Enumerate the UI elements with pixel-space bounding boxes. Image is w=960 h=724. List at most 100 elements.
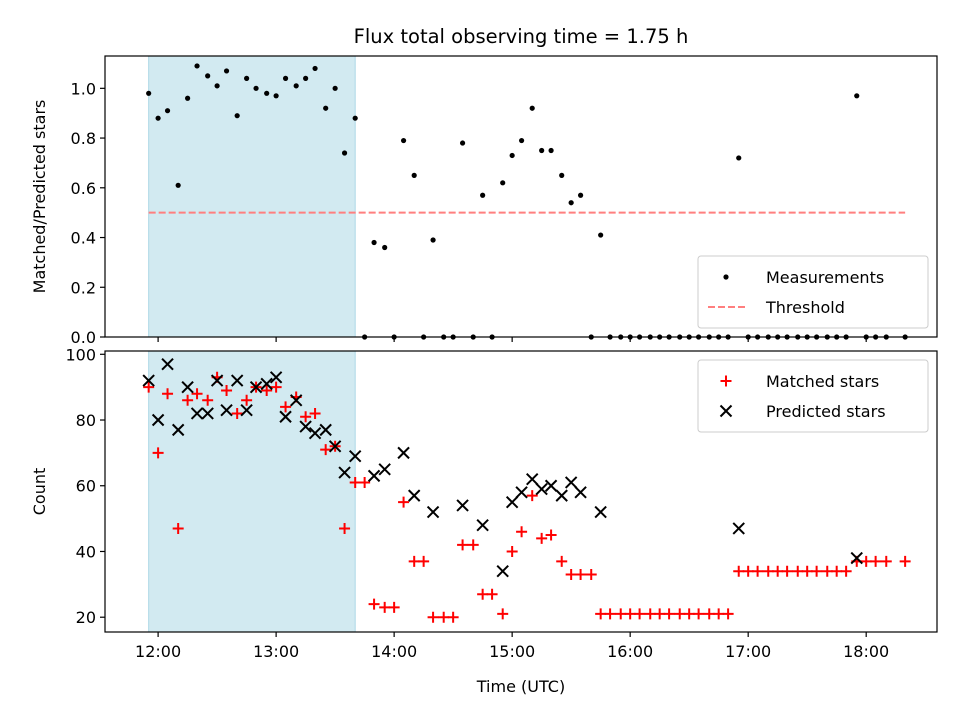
matched-star-point <box>261 384 273 396</box>
legend-predicted-marker <box>719 404 733 418</box>
legend-box <box>697 359 929 433</box>
predicted-star-point <box>574 486 587 499</box>
chart-title: Flux total observing time = 1.75 h <box>354 25 689 48</box>
predicted-star-point <box>397 446 410 460</box>
matched-star-point <box>320 444 332 456</box>
matched-star-point <box>467 539 479 551</box>
predicted-star-point <box>594 505 607 519</box>
matched-star-point <box>644 608 656 620</box>
matched-star-point <box>477 588 489 600</box>
matched-star-point <box>231 407 243 419</box>
matched-star-point <box>742 565 754 577</box>
y-tick-label: 20 <box>76 608 96 627</box>
matched-star-point <box>703 608 715 620</box>
predicted-star-point <box>308 426 322 440</box>
matched-star-point <box>831 565 843 577</box>
matched-star-point <box>663 608 675 620</box>
measurement-point <box>273 93 279 99</box>
matched-star-point <box>722 608 734 620</box>
matched-star-point <box>811 565 823 577</box>
predicted-star-point <box>328 440 342 453</box>
measurement-point <box>264 90 270 96</box>
matched-star-point <box>693 608 705 620</box>
matched-star-point <box>221 384 233 396</box>
measurement-point <box>371 239 377 246</box>
measurement-point <box>323 105 329 111</box>
matched-star-point <box>575 568 587 580</box>
legend-matched-marker <box>720 375 732 387</box>
matched-star-point <box>713 608 725 620</box>
predicted-star-point <box>367 469 381 483</box>
measurement-point <box>598 232 604 238</box>
legend: Matched stars Predicted stars <box>697 359 929 433</box>
matched-star-point <box>427 611 439 623</box>
measurement-point <box>411 172 417 178</box>
predicted-star-point <box>515 486 528 499</box>
matched-star-point <box>398 496 410 508</box>
matched-star-point <box>595 608 607 620</box>
matched-star-point <box>585 568 597 580</box>
predicted-star-point <box>378 463 391 476</box>
y-tick-label: 1.0 <box>71 79 96 98</box>
predicted-star-point <box>564 476 578 489</box>
x-tick-label: 13:00 <box>253 642 299 661</box>
matched-star-point <box>506 545 518 557</box>
x-tick-label: 16:00 <box>607 642 653 661</box>
predicted-star-point <box>269 371 283 384</box>
matched-star-point <box>762 565 774 577</box>
matched-star-point <box>860 555 872 567</box>
matched-star-point <box>418 555 430 567</box>
matched-star-point <box>339 522 351 534</box>
predicted-star-point <box>161 357 174 371</box>
x-tick-label: 18:00 <box>843 642 889 661</box>
measurement-point <box>548 147 554 154</box>
matched-star-point <box>781 565 793 577</box>
x-tick-label: 17:00 <box>725 642 771 661</box>
measurement-point <box>854 93 860 99</box>
measurement-point <box>223 68 230 74</box>
y-tick-label: 80 <box>76 411 96 430</box>
predicted-star-point <box>456 499 469 512</box>
matched-star-point <box>349 476 361 488</box>
measurement-point <box>214 83 220 89</box>
predicted-star-point <box>190 407 204 420</box>
measurement-point <box>518 137 525 144</box>
measurement-point <box>559 172 565 178</box>
observing-span-highlight <box>148 55 356 338</box>
measurement-point <box>509 152 515 159</box>
matched-star-point <box>634 608 646 620</box>
legend: Measurements Threshold <box>697 255 929 329</box>
matched-star-point <box>821 565 833 577</box>
measurement-point <box>312 65 318 72</box>
legend-label: Threshold <box>765 298 845 317</box>
matched-star-point <box>870 555 882 567</box>
measurement-point <box>577 192 584 198</box>
measurement-point <box>282 75 289 81</box>
measurement-point <box>341 150 348 156</box>
matched-star-point <box>280 401 292 413</box>
matched-star-point <box>368 598 380 610</box>
matched-star-point <box>604 608 616 620</box>
y-tick-label: 0.6 <box>71 179 96 198</box>
matched-star-point <box>516 526 528 538</box>
matched-star-point <box>556 555 568 567</box>
predicted-star-point <box>526 472 539 486</box>
predicted-star-point <box>220 403 233 417</box>
x-tick-label: 15:00 <box>489 642 535 661</box>
legend-measurement-marker <box>723 274 729 280</box>
measurement-point <box>175 182 181 188</box>
y-tick-label: 0.4 <box>71 229 96 248</box>
predicted-star-point <box>142 374 155 387</box>
measurement-point <box>155 115 161 121</box>
matched-star-point <box>143 381 155 393</box>
matched-star-point <box>300 411 312 423</box>
measurement-point <box>480 192 486 198</box>
matched-star-point <box>359 476 371 488</box>
observing-span-highlight <box>148 350 356 633</box>
measurement-point <box>146 90 152 96</box>
matched-star-point <box>654 608 666 620</box>
matched-star-point <box>457 539 469 551</box>
matched-star-point <box>536 532 548 544</box>
matched-star-point <box>162 388 174 400</box>
